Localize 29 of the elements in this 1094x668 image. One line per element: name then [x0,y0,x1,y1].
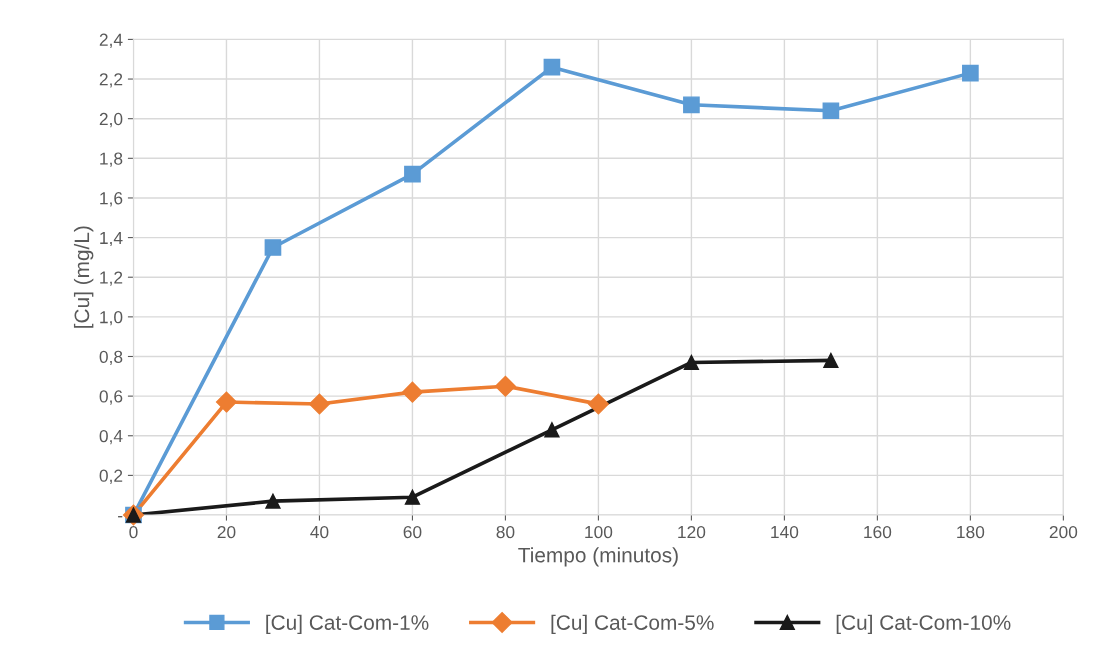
x-tick-label: 140 [771,525,799,539]
y-tick-label: 0,2 [99,469,123,484]
y-tick-label: 1,4 [100,231,123,247]
legend-label: [Cu] Cat-Com-10% [836,614,1011,635]
x-tick-label: 40 [310,525,329,539]
y-tick-label: 1,0 [100,311,123,326]
y-tick-label: 1,6 [100,192,123,207]
legend-label: [Cu] Cat-Com-5% [551,614,714,635]
x-tick-label: 200 [1049,525,1078,539]
x-tick-label: 160 [864,525,892,539]
y-tick-label: 2,0 [99,112,123,128]
y-tick-label: - [118,516,123,518]
y-tick-label: 2,4 [99,33,123,48]
y-tick-label: 0,4 [99,429,123,445]
y-axis-title: [Cu] (mg/L) [73,226,94,328]
y-tick-label: 2,2 [99,73,123,88]
x-tick-label: 180 [957,525,985,539]
y-tick-label: 1,2 [100,271,123,286]
y-tick-label: 0,6 [99,390,123,405]
x-tick-label: 80 [496,525,515,539]
x-tick-label: 60 [403,525,422,539]
y-tick-label: 0,8 [99,350,123,365]
x-tick-label: 20 [217,525,236,539]
y-tick-label: 1,8 [100,152,123,167]
x-tick-label: 0 [129,525,138,539]
x-tick-label: 100 [585,525,613,539]
legend-label: [Cu] Cat-Com-1% [266,614,429,635]
x-axis-title: Tiempo (minutos) [518,547,678,567]
x-tick-label: 120 [678,525,706,539]
